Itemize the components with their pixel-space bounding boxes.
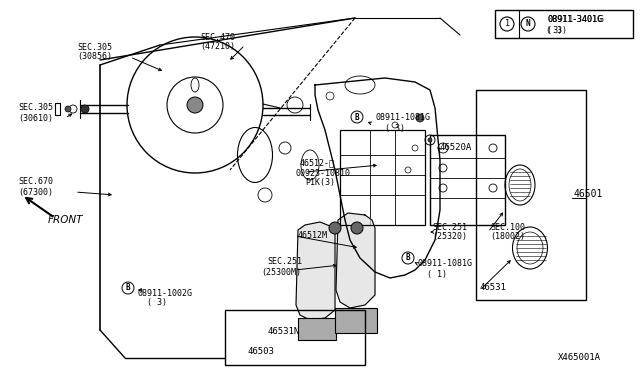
Text: 08911-1081G: 08911-1081G <box>375 113 430 122</box>
Text: ( 1): ( 1) <box>427 269 447 279</box>
Text: ( 3): ( 3) <box>547 26 561 35</box>
Text: SEC.470: SEC.470 <box>200 32 235 42</box>
Bar <box>340 130 425 225</box>
Text: 46531: 46531 <box>480 283 507 292</box>
Text: 46512M: 46512M <box>298 231 328 240</box>
Text: SEC.100: SEC.100 <box>490 222 525 231</box>
Text: SEC.305: SEC.305 <box>77 42 112 51</box>
Text: SEC.251: SEC.251 <box>267 257 302 266</box>
Text: N: N <box>525 19 531 29</box>
Text: ( 3): ( 3) <box>147 298 167 308</box>
Polygon shape <box>336 213 375 308</box>
Circle shape <box>416 114 424 122</box>
Circle shape <box>351 222 363 234</box>
Text: 46501: 46501 <box>573 189 602 199</box>
Text: 08911-3401G: 08911-3401G <box>547 15 602 23</box>
Circle shape <box>329 222 341 234</box>
Text: (67300): (67300) <box>18 187 53 196</box>
Text: 46503: 46503 <box>248 347 275 356</box>
Text: 08911-1002G: 08911-1002G <box>137 289 192 298</box>
Text: P1K(3): P1K(3) <box>305 179 335 187</box>
Polygon shape <box>296 222 335 320</box>
Bar <box>298 318 336 340</box>
Circle shape <box>81 105 89 113</box>
Text: 46512-①: 46512-① <box>300 158 335 167</box>
Text: 46520A: 46520A <box>440 142 472 151</box>
Text: B: B <box>125 283 131 292</box>
Text: 00923-10810: 00923-10810 <box>295 169 350 177</box>
Bar <box>335 308 377 333</box>
Text: B: B <box>406 253 410 263</box>
Text: ( 3): ( 3) <box>385 124 405 132</box>
Text: (18002): (18002) <box>490 232 525 241</box>
Bar <box>476 90 586 300</box>
Bar <box>225 310 365 365</box>
Circle shape <box>428 138 432 142</box>
Text: X465001A: X465001A <box>558 353 601 362</box>
Text: (30610): (30610) <box>18 113 53 122</box>
Text: SEC.670: SEC.670 <box>18 177 53 186</box>
Text: SEC.305: SEC.305 <box>18 103 53 112</box>
Text: SEC.251: SEC.251 <box>432 222 467 231</box>
Text: (25320): (25320) <box>432 232 467 241</box>
Text: 46531N: 46531N <box>267 327 300 336</box>
Text: ( 3): ( 3) <box>547 26 567 35</box>
Text: B: B <box>355 112 359 122</box>
Text: FRONT: FRONT <box>48 215 83 225</box>
Text: 08911-3401G: 08911-3401G <box>547 16 604 25</box>
Text: 1: 1 <box>504 19 509 29</box>
Text: (30856): (30856) <box>77 52 112 61</box>
Bar <box>430 135 505 225</box>
Bar <box>495 10 633 38</box>
Circle shape <box>187 97 203 113</box>
Circle shape <box>65 106 71 112</box>
Text: (47210): (47210) <box>200 42 235 51</box>
Text: (25300M): (25300M) <box>261 267 301 276</box>
Text: 08911-1081G: 08911-1081G <box>417 260 472 269</box>
